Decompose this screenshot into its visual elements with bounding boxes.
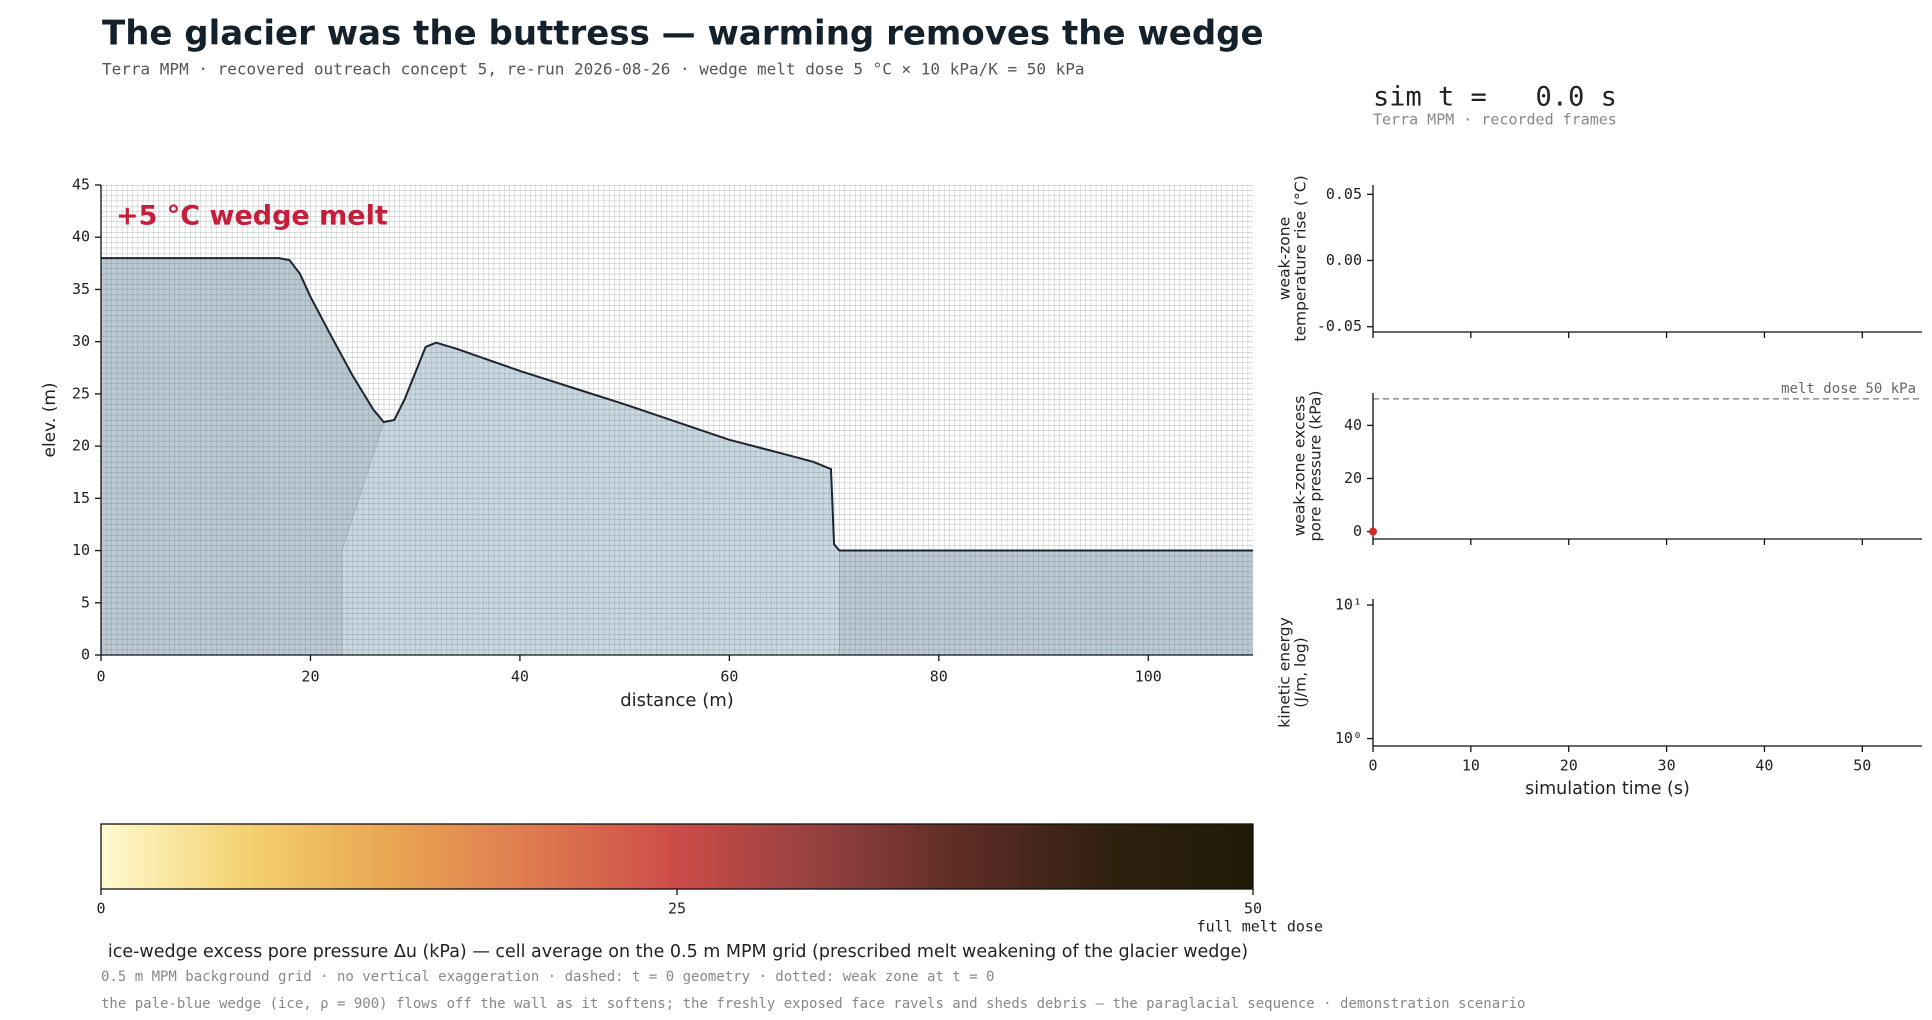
annotation: +5 °C wedge melt <box>116 201 388 232</box>
colorbar-note: full melt dose <box>1197 918 1323 936</box>
x-tick-label: 80 <box>930 668 948 686</box>
y-tick-label: 20 <box>72 437 90 455</box>
x-tick-label: 0 <box>96 668 105 686</box>
x-tick-label: 50 <box>1853 757 1871 775</box>
x-tick-label: 0 <box>1368 757 1377 775</box>
y-tick-label: 10⁰ <box>1335 729 1362 747</box>
colorbar-label: ice-wedge excess pore pressure Δu (kPa) … <box>108 942 1248 962</box>
y-tick-label: 25 <box>72 384 90 402</box>
y-tick-label: 45 <box>72 176 90 194</box>
x-tick-label: 10 <box>1462 757 1480 775</box>
data-point <box>1369 527 1377 536</box>
footnote: 0.5 m MPM background grid · no vertical … <box>101 969 994 985</box>
y-tick-label: 0.05 <box>1326 185 1362 203</box>
reference-label: melt dose 50 kPa <box>1781 381 1916 397</box>
y-axis-label: weak-zone excess <box>1291 396 1309 537</box>
y-tick-label: 40 <box>72 228 90 246</box>
y-axis-label: temperature rise (°C) <box>1292 175 1310 341</box>
y-axis-label: (J/m, log) <box>1292 637 1310 707</box>
x-axis-label: distance (m) <box>620 690 734 711</box>
y-tick-label: -0.05 <box>1317 317 1362 335</box>
y-tick-label: 5 <box>81 593 90 611</box>
y-tick-label: 30 <box>72 332 90 350</box>
x-tick-label: 40 <box>1755 757 1773 775</box>
x-tick-label: 25 <box>668 900 686 918</box>
sim-clock: sim t = 0.0 s <box>1373 82 1617 113</box>
colorbar <box>100 823 1254 890</box>
x-axis-label: simulation time (s) <box>1525 779 1690 799</box>
y-tick-label: 15 <box>72 489 90 507</box>
subtitle: Terra MPM · recovered outreach concept 5… <box>102 60 1085 79</box>
y-axis-label: weak-zone <box>1276 217 1294 300</box>
y-axis-label: pore pressure (kPa) <box>1307 391 1325 542</box>
terrain-surface <box>101 257 1253 552</box>
y-tick-label: 35 <box>72 280 90 298</box>
x-tick-label: 30 <box>1658 757 1676 775</box>
y-tick-label: 0.00 <box>1326 251 1362 269</box>
y-tick-label: 40 <box>1344 416 1362 434</box>
footnote: the pale-blue wedge (ice, ρ = 900) flows… <box>101 996 1525 1012</box>
y-tick-label: 0 <box>1353 522 1362 540</box>
y-tick-label: 20 <box>1344 469 1362 487</box>
y-axis-label: kinetic energy <box>1276 617 1294 727</box>
x-tick-label: 20 <box>1560 757 1578 775</box>
title: The glacier was the buttress — warming r… <box>102 14 1264 54</box>
clock-note: Terra MPM · recorded frames <box>1373 111 1617 129</box>
y-axis-label: elev. (m) <box>40 382 60 457</box>
y-tick-label: 10¹ <box>1335 596 1362 614</box>
x-tick-label: 100 <box>1135 668 1162 686</box>
x-tick-label: 40 <box>511 668 529 686</box>
mpm-grid <box>101 185 1253 655</box>
x-tick-label: 20 <box>301 668 319 686</box>
x-tick-label: 60 <box>720 668 738 686</box>
x-tick-label: 50 <box>1244 900 1262 918</box>
y-tick-label: 0 <box>81 646 90 664</box>
x-tick-label: 0 <box>96 900 105 918</box>
y-tick-label: 10 <box>72 541 90 559</box>
